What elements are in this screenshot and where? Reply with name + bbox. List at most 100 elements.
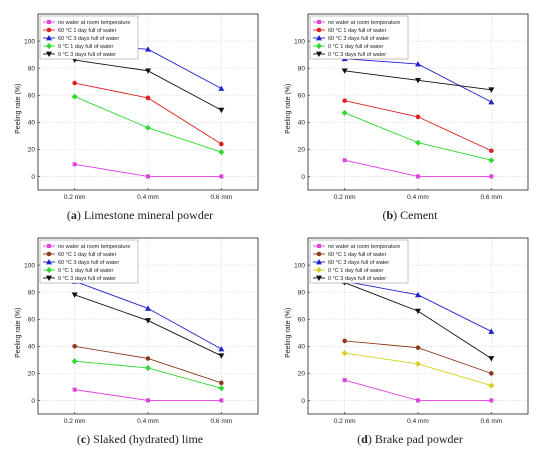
- data-point: [218, 353, 225, 359]
- legend: no water at room temperature 60 °C 1 day …: [309, 239, 409, 284]
- data-point: [145, 46, 151, 52]
- legend-marker: [47, 20, 51, 24]
- legend-item: no water at room temperature: [313, 20, 400, 26]
- data-point: [145, 124, 151, 131]
- x-tick-label: 0.6 mm: [480, 194, 502, 201]
- legend-label: no water at room temperature: [58, 244, 130, 250]
- series-4: [71, 93, 225, 156]
- legend-item: 0 °C 3 days full of water: [313, 51, 386, 58]
- y-tick-label: 20: [298, 147, 306, 154]
- legend-label: no water at room temperature: [58, 20, 130, 26]
- legend-label: 60 °C 1 day full of water: [328, 252, 387, 258]
- y-tick-label: 60: [298, 317, 306, 324]
- legend-marker: [47, 244, 51, 248]
- y-axis-title: Peeling rate (%): [15, 308, 22, 358]
- data-point: [71, 358, 78, 365]
- caption-d-text: Brake pad powder: [374, 432, 463, 446]
- chart-b-svg: 0 20 40 60 80 100 0.2 mm 0.4 mm 0.6 mm Peeling ra…: [285, 13, 529, 201]
- y-tick-label: 80: [28, 65, 36, 72]
- series-5: [71, 292, 225, 359]
- y-axis-title: Peeling rate (%): [285, 308, 292, 358]
- data-point: [488, 356, 495, 362]
- legend-item: 60 °C 1 day full of water: [43, 27, 117, 34]
- data-point: [71, 292, 78, 298]
- caption-a: (a) Limestone mineral powder: [66, 208, 214, 222]
- legend-marker: [46, 275, 52, 281]
- caption-a-text: Limestone mineral powder: [83, 208, 214, 222]
- legend-marker: [316, 267, 322, 273]
- data-point: [415, 360, 421, 367]
- legend-marker: [316, 259, 322, 265]
- caption-a-label: a: [70, 208, 77, 222]
- data-point: [72, 162, 77, 167]
- legend-box: [309, 15, 409, 60]
- legend-label: 60 °C 1 day full of water: [58, 28, 117, 34]
- data-point: [489, 174, 494, 179]
- legend-label: no water at room temperature: [328, 20, 400, 26]
- legend-item: no water at room temperature: [313, 244, 400, 250]
- data-point: [72, 344, 77, 349]
- series-3: [341, 55, 495, 105]
- series-4: [71, 358, 225, 392]
- data-point: [219, 141, 224, 147]
- caption-d: (d) Brake pad powder: [357, 432, 463, 446]
- legend: no water at room temperature 60 °C 1 day …: [39, 239, 139, 284]
- data-point: [416, 174, 420, 179]
- data-point: [416, 398, 420, 403]
- series-line: [344, 280, 492, 332]
- caption-b: (b) Cement: [382, 208, 438, 222]
- legend-item: no water at room temperature: [43, 244, 130, 250]
- data-point: [342, 158, 347, 163]
- data-point: [145, 318, 151, 324]
- series-line: [74, 280, 222, 350]
- data-point: [146, 398, 150, 403]
- legend-marker: [316, 43, 322, 49]
- legend-marker: [316, 27, 322, 33]
- series-line: [74, 59, 222, 111]
- caption-c: (c) Slaked (hydrated) lime: [76, 432, 204, 446]
- x-tick-label: 0.4 mm: [137, 418, 159, 425]
- legend-marker: [46, 43, 52, 49]
- data-point: [145, 68, 151, 74]
- x-tick-label: 0.4 mm: [137, 194, 159, 201]
- legend-box: [309, 239, 409, 284]
- data-point: [489, 371, 494, 376]
- y-tick-label: 0: [301, 398, 305, 405]
- legend-label: 60 °C 1 day full of water: [328, 28, 387, 34]
- data-point: [488, 382, 495, 389]
- y-tick-label: 0: [31, 398, 35, 405]
- y-tick-label: 40: [28, 120, 36, 127]
- data-point: [218, 346, 225, 352]
- legend-label: 60 °C 3 days full of water: [328, 260, 389, 266]
- legend-label: 0 °C 1 day full of water: [58, 268, 114, 274]
- data-point: [218, 107, 225, 114]
- y-axis-title: Peeling rate (%): [15, 84, 22, 134]
- data-point: [219, 174, 224, 179]
- legend-label: 0 °C 1 day full of water: [328, 268, 384, 274]
- data-point: [219, 398, 224, 403]
- legend-marker: [46, 251, 52, 257]
- legend-item: 60 °C 1 day full of water: [313, 27, 387, 34]
- series-2: [342, 338, 494, 376]
- data-point: [488, 328, 495, 334]
- legend-label: 0 °C 3 days full of water: [58, 276, 116, 282]
- caption-c-text: Slaked (hydrated) lime: [93, 432, 204, 446]
- y-tick-label: 0: [301, 174, 305, 181]
- legend-label: no water at room temperature: [328, 244, 400, 250]
- data-point: [415, 139, 421, 146]
- chart-panel-d: 0 20 40 60 80 100 0.2 mm 0.4 mm 0.6 mm Peeling ra…: [280, 232, 540, 446]
- y-tick-label: 80: [298, 289, 306, 296]
- legend-label: 0 °C 1 day full of water: [58, 44, 114, 50]
- x-tick-label: 0.6 mm: [210, 418, 232, 425]
- caption-b-label: b: [386, 208, 394, 222]
- caption-c-label: c: [80, 432, 87, 446]
- data-point: [341, 68, 348, 74]
- x-tick-label: 0.2 mm: [334, 194, 356, 201]
- y-tick-label: 60: [28, 317, 36, 324]
- legend-marker: [317, 20, 321, 24]
- chart-panel-c: 0 20 40 60 80 100 0.2 mm 0.4 mm 0.6 mm Peeling ra…: [10, 232, 270, 446]
- data-point: [415, 114, 421, 120]
- data-point: [145, 364, 151, 371]
- x-tick-label: 0.2 mm: [64, 418, 86, 425]
- data-point: [72, 80, 77, 86]
